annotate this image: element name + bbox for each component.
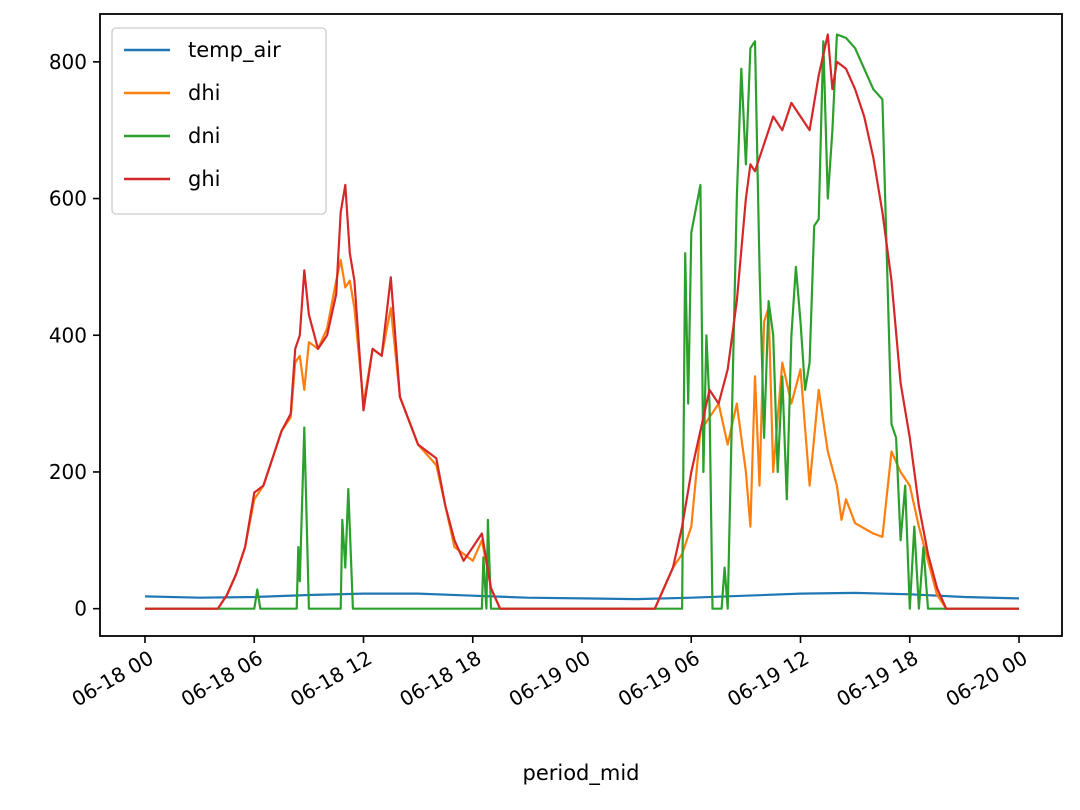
legend-label: dni <box>188 124 220 148</box>
x-tick-label: 06-19 00 <box>505 646 595 712</box>
plot-frame <box>99 13 1063 637</box>
x-axis-label: period_mid <box>522 761 639 786</box>
x-tick-label: 06-18 00 <box>68 646 158 712</box>
x-tick-label: 06-18 12 <box>286 646 376 712</box>
legend-label: ghi <box>188 167 220 191</box>
series-line-dni <box>145 33 1019 610</box>
x-tick-label: 06-20 00 <box>942 646 1032 712</box>
series-line-ghi <box>145 33 1019 610</box>
x-tick-label: 06-19 18 <box>832 646 922 712</box>
series-line-temp-air <box>144 591 1020 601</box>
y-tick-label: 600 <box>49 187 87 211</box>
legend-label: dhi <box>188 81 220 105</box>
x-axis: 06-18 00 06-18 06 06-18 12 06-18 18 06-19 00… <box>68 636 1032 711</box>
legend-label: temp_air <box>188 38 281 63</box>
y-tick-label: 800 <box>49 50 87 74</box>
y-axis: 0 200 400 600 800 <box>49 50 100 621</box>
series-layer <box>144 33 1020 610</box>
legend-box <box>111 27 327 215</box>
x-tick-label: 06-19 06 <box>614 646 704 712</box>
y-tick-label: 200 <box>49 460 87 484</box>
y-tick-label: 400 <box>49 323 87 347</box>
x-tick-label: 06-18 06 <box>177 646 267 712</box>
y-tick-label: 0 <box>74 597 87 621</box>
x-tick-label: 06-19 12 <box>723 646 813 712</box>
x-tick-label: 06-18 18 <box>395 646 485 712</box>
